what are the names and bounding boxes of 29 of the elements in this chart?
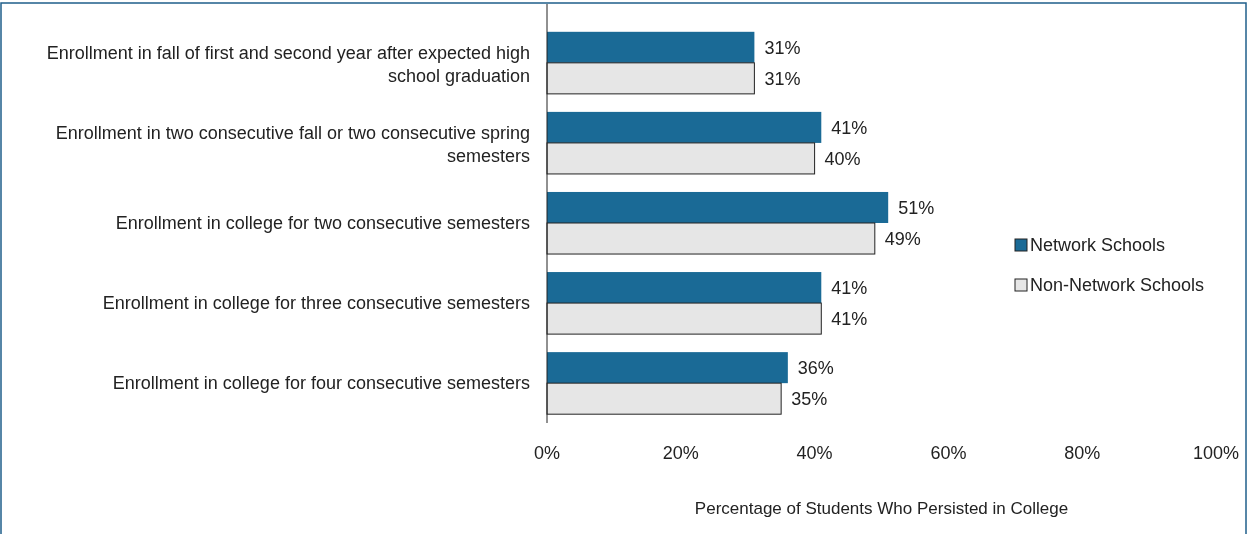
x-tick-label: 40% [796,443,833,463]
bar [547,191,889,223]
data-label: 35% [791,388,828,409]
x-axis-title: Percentage of Students Who Persisted in College [694,499,1069,518]
data-label: 51% [898,197,935,218]
y-tick-label: Enrollment in two consecutive fall or two consecutive spring semesters [55,123,530,166]
data-label: 40% [824,148,861,169]
bar [547,352,788,384]
y-tick-label: Enrollment in fall of first and second year after expected high school graduation [46,43,530,86]
legend-label: Non-Network Schools [1030,275,1205,296]
y-tick-label: Enrollment in college for three consecutive semesters [102,293,530,314]
y-tick-label: Enrollment in college for four consecutive semesters [112,373,530,394]
data-label: 31% [764,68,801,89]
data-label: 41% [831,308,868,329]
bar [547,272,822,304]
bar [547,31,755,63]
x-tick-label: 20% [662,443,699,463]
bar [547,111,822,143]
x-tick-label: 80% [1064,443,1101,463]
y-tick-label: Enrollment in college for two consecutive semesters [115,213,530,234]
data-label: 49% [884,228,921,249]
legend-label: Network Schools [1030,235,1166,256]
x-tick-label: 100% [1192,443,1240,463]
data-label: 41% [831,277,868,298]
data-label: 36% [797,357,834,378]
x-tick-label: 0% [533,443,561,463]
x-tick-label: 60% [930,443,967,463]
data-label: 31% [764,37,801,58]
data-label: 41% [831,117,868,138]
